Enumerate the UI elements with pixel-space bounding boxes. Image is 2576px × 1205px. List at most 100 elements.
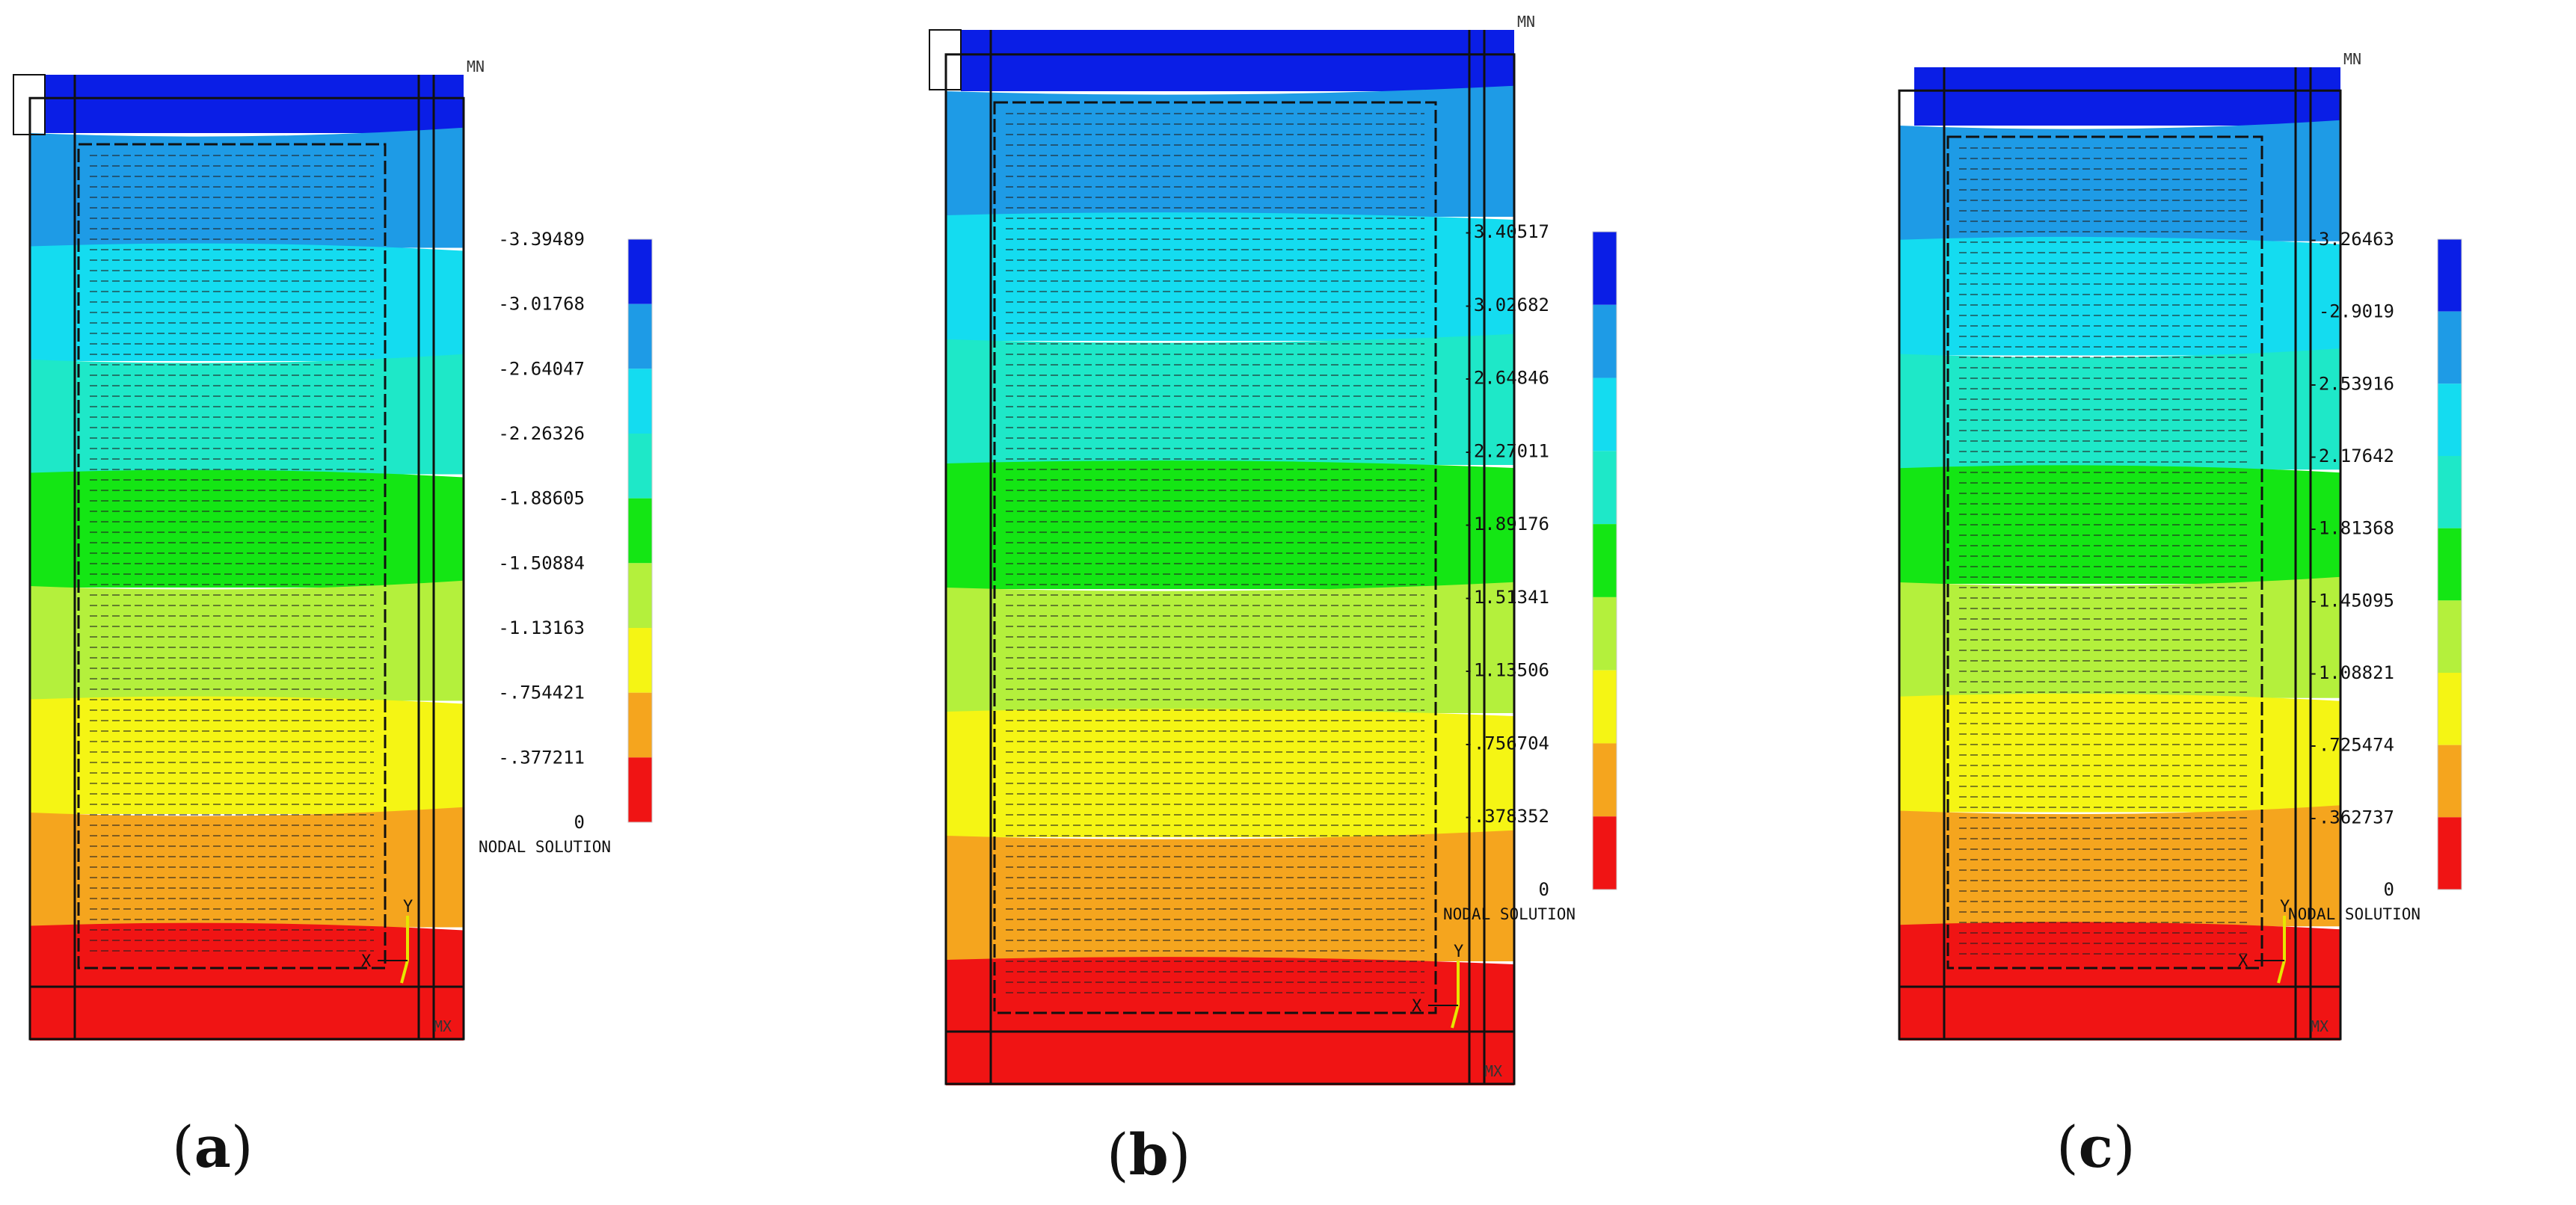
contour-band bbox=[30, 922, 464, 1041]
legend-value: -1.89176 bbox=[1463, 514, 1549, 534]
legend-value: -1.45095 bbox=[2308, 590, 2394, 611]
panel-a: MN MX Y X -3.39489 -3.01768 -2.64047 -2.26326 -1… bbox=[0, 0, 860, 1205]
legend-value: 0 bbox=[574, 812, 585, 833]
legend-swatch bbox=[2438, 383, 2462, 456]
legend-colorbar bbox=[627, 238, 653, 823]
axis-triad: YX bbox=[1412, 943, 1463, 1029]
contour-plot-b: MNMXYX-3.40517-3.02682-2.64846-2.27011-1… bbox=[929, 13, 1617, 1085]
contour-band bbox=[946, 460, 1514, 589]
legend-swatch bbox=[1593, 670, 1617, 744]
mx-label: MX bbox=[1484, 1062, 1502, 1080]
axis-x-label: X bbox=[2238, 952, 2248, 971]
legend-value: -1.88605 bbox=[498, 488, 585, 509]
legend-swatch bbox=[628, 757, 652, 822]
frame-outline bbox=[1898, 67, 2342, 1041]
legend-value: -.362737 bbox=[2308, 807, 2394, 828]
contour-band bbox=[946, 333, 1514, 465]
legend-value: -2.27011 bbox=[1463, 440, 1549, 461]
contour-band bbox=[946, 830, 1514, 961]
legend-swatch bbox=[1593, 232, 1617, 305]
legend-value: -1.08821 bbox=[2308, 662, 2394, 683]
legend-swatch bbox=[2438, 311, 2462, 384]
legend-swatch bbox=[628, 303, 652, 369]
legend-swatch bbox=[2438, 673, 2462, 745]
legend-value: -.378352 bbox=[1463, 806, 1549, 827]
legend-swatch bbox=[628, 563, 652, 628]
axis-x-label: X bbox=[1412, 997, 1422, 1016]
legend-value: 0 bbox=[1539, 879, 1549, 900]
legend-value: -.756704 bbox=[1463, 733, 1549, 753]
legend-swatch bbox=[628, 434, 652, 499]
frame-outline bbox=[13, 74, 465, 1041]
legend-swatch bbox=[1593, 377, 1617, 452]
legend-value: -2.53916 bbox=[2308, 373, 2394, 394]
contour-band bbox=[946, 957, 1514, 1085]
legend-value: -1.13163 bbox=[498, 617, 585, 638]
contour-band bbox=[1899, 576, 2340, 698]
legend-value: -3.01768 bbox=[498, 294, 585, 315]
panel-label-b: (b) bbox=[1107, 1121, 1191, 1188]
top-cap-band bbox=[961, 30, 1514, 91]
contour-band bbox=[30, 354, 464, 475]
legend-swatch bbox=[628, 498, 652, 564]
legend-value: -3.26463 bbox=[2308, 229, 2394, 250]
legend-swatch bbox=[2438, 817, 2462, 890]
hatch-lines bbox=[90, 155, 374, 952]
mx-label: MX bbox=[2311, 1017, 2328, 1035]
axis-y-label: Y bbox=[403, 898, 413, 916]
legend-swatch bbox=[1593, 743, 1617, 817]
legend-swatch bbox=[2438, 528, 2462, 601]
legend-swatch bbox=[1593, 597, 1617, 671]
contour-band bbox=[946, 85, 1514, 217]
legend-swatch bbox=[628, 692, 652, 758]
legend-swatch bbox=[2438, 600, 2462, 673]
legend-colorbar bbox=[2437, 238, 2462, 890]
mx-label: MX bbox=[434, 1017, 452, 1035]
top-cap-band bbox=[1914, 67, 2340, 126]
legend-value: -2.64047 bbox=[498, 358, 585, 379]
legend-swatch bbox=[628, 369, 652, 434]
legend-value: 0 bbox=[2384, 879, 2394, 900]
contour-band bbox=[30, 127, 464, 248]
top-cap-band bbox=[45, 75, 464, 133]
contour-band bbox=[30, 580, 464, 701]
legend-title: NODAL SOLUTION bbox=[1443, 905, 1576, 923]
mn-label: MN bbox=[2343, 50, 2361, 68]
legend-value: -3.40517 bbox=[1463, 221, 1549, 242]
contour-band bbox=[1899, 805, 2340, 927]
legend-value: -.377211 bbox=[498, 747, 585, 768]
contour-band bbox=[1899, 693, 2340, 813]
legend-swatch bbox=[628, 628, 652, 693]
legend-value: -2.64846 bbox=[1463, 368, 1549, 389]
legend-swatch bbox=[2438, 239, 2462, 312]
frame-outline bbox=[929, 29, 1516, 1085]
legend-title: NODAL SOLUTION bbox=[479, 838, 611, 856]
legend-value: -2.17642 bbox=[2308, 446, 2394, 466]
legend-title: NODAL SOLUTION bbox=[2288, 905, 2420, 923]
axis-x-label: X bbox=[361, 952, 372, 971]
legend-swatch bbox=[1593, 451, 1617, 525]
legend-value: -.725474 bbox=[2308, 735, 2394, 756]
legend-swatch bbox=[2438, 745, 2462, 818]
legend-value: -1.81368 bbox=[2308, 518, 2394, 539]
axis-triad: YX bbox=[2238, 898, 2290, 984]
hatch-lines bbox=[1959, 147, 2251, 955]
legend-colorbar bbox=[1592, 231, 1617, 890]
legend-value: -3.02682 bbox=[1463, 295, 1549, 315]
panel-label-a: (a) bbox=[172, 1114, 253, 1180]
hatch-lines bbox=[1006, 113, 1424, 993]
legend-swatch bbox=[2438, 456, 2462, 528]
legend-value: -.754421 bbox=[498, 682, 585, 703]
contour-plot-a: MNMXYX-3.39489-3.01768-2.64047-2.26326-1… bbox=[13, 58, 653, 1041]
contour-band bbox=[30, 469, 464, 588]
contour-band bbox=[30, 696, 464, 814]
contour-band bbox=[1899, 922, 2340, 1041]
axis-triad: YX bbox=[361, 898, 413, 984]
contour-band bbox=[1899, 120, 2340, 241]
legend-swatch bbox=[1593, 524, 1617, 597]
legend-swatch bbox=[628, 239, 652, 304]
contour-plot-c: MNMXYX-3.26463-2.9019-2.53916-2.17642-1.… bbox=[1898, 50, 2462, 1041]
legend-swatch bbox=[1593, 304, 1617, 378]
axis-y-label: Y bbox=[2280, 898, 2290, 916]
legend-value: -2.9019 bbox=[2319, 301, 2394, 322]
